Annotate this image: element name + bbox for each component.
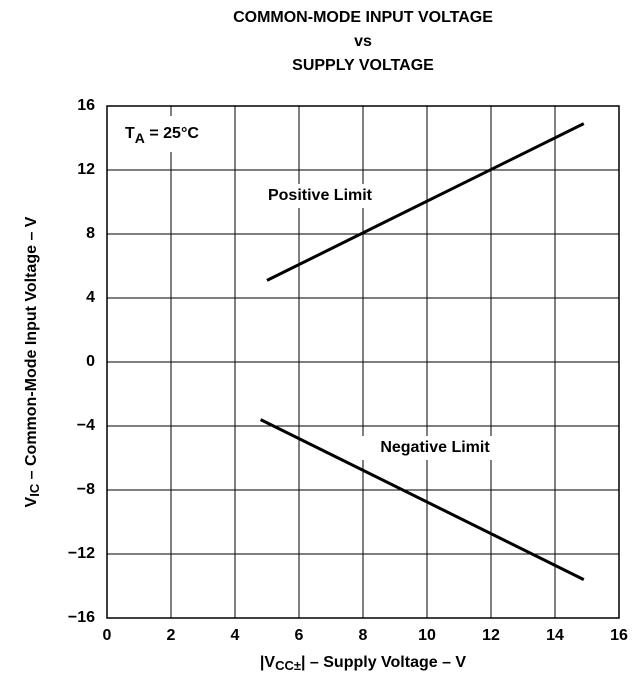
y-tick-label: −16 [68, 609, 95, 626]
series-label: Negative Limit [380, 439, 490, 456]
series-line [259, 418, 585, 581]
series-label: Positive Limit [268, 187, 373, 204]
y-axis-label: VIC – Common-Mode Input Voltage – V [23, 216, 42, 507]
plot-frame [106, 105, 620, 619]
chart-title: vs [354, 33, 372, 50]
x-tick-label: 10 [418, 627, 436, 644]
chart-title: COMMON-MODE INPUT VOLTAGE [233, 9, 493, 26]
series-label-bg [360, 436, 510, 460]
y-axis-label-part: – Common-Mode Input Voltage – V [23, 216, 40, 484]
x-tick-label: 6 [295, 627, 304, 644]
y-tick-label: −8 [77, 481, 95, 498]
x-tick-label: 0 [103, 627, 112, 644]
x-tick-label: 8 [359, 627, 368, 644]
annotation: TA = 25°C [125, 125, 199, 145]
annotation-part: = 25°C [145, 125, 199, 142]
y-axis-label-part: V [23, 496, 40, 507]
y-tick-label: −4 [77, 417, 95, 434]
annotation-part: A [135, 130, 145, 146]
x-axis-label-part: |V [260, 654, 275, 671]
x-axis-label: |VCC±| – Supply Voltage – V [260, 654, 467, 673]
x-tick-label: 16 [610, 627, 628, 644]
series-line [266, 122, 585, 282]
x-tick-label: 2 [167, 627, 176, 644]
y-tick-label: 12 [77, 161, 95, 178]
x-tick-label: 12 [482, 627, 500, 644]
x-axis-label-part: | – Supply Voltage – V [301, 654, 466, 671]
series-label-bg [245, 184, 395, 208]
y-tick-label: 4 [86, 289, 95, 306]
y-tick-label: 0 [86, 353, 95, 370]
chart-title: SUPPLY VOLTAGE [292, 57, 434, 74]
x-tick-label: 4 [231, 627, 240, 644]
plot: 0 2 4 6 8 10 12 14 16 −16 −12 −8 −4 0 4 8 12 16 TA = 25°C P… [68, 97, 628, 644]
annotation-part: T [125, 125, 135, 142]
y-tick-label: 8 [86, 225, 95, 242]
y-axis-label-sub: IC [27, 483, 42, 497]
y-tick-label: −12 [68, 545, 95, 562]
y-tick-label: 16 [77, 97, 95, 114]
x-axis-label-sub: CC± [275, 658, 301, 673]
annotation-bg [111, 116, 223, 152]
x-tick-label: 14 [546, 627, 564, 644]
